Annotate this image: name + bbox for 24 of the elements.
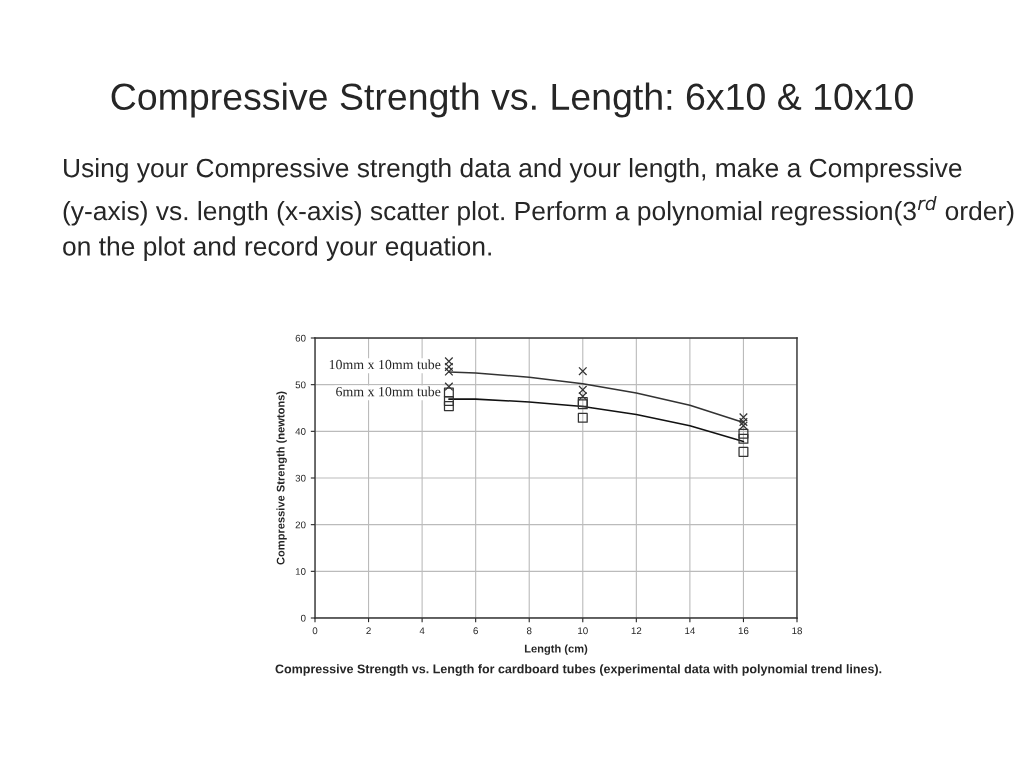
x-tick-label: 18 (792, 627, 802, 635)
y-tick-label: 40 (295, 428, 306, 435)
x-tick-label: 14 (685, 627, 696, 635)
x-axis-title: Length (cm) (524, 644, 588, 655)
x-tick-label: 0 (312, 627, 318, 635)
text: Using your Compressive strength data and your length, make a Compressive (y-axis) vs. length (x-axis) scatter plot. Perform a polynomial regression(3$^{rd}$ order) on the plot and record your equation. (63, 158, 1014, 261)
y-tick-label: 20 (295, 521, 306, 529)
y-tick-label: 0 (300, 614, 306, 622)
x-tick-label: 6 (473, 627, 478, 635)
x-tick-label: 4 (419, 627, 425, 635)
y-tick-label: 60 (295, 334, 306, 342)
x-tick-label: 16 (738, 627, 749, 635)
y-tick-label: 10 (295, 568, 306, 575)
text: Compressive Strength vs. Length for cardboard tubes (experimental data with polynomial trend lines). (275, 664, 882, 676)
x-tick-label: 10 (578, 627, 588, 635)
series-label: 6mm x 10mm tube (336, 386, 441, 397)
x-tick-label: 8 (526, 627, 532, 635)
y-tick-label: 50 (295, 381, 306, 389)
series-label: 10mm x 10mm tube (329, 359, 441, 370)
x-tick-label: 12 (631, 627, 642, 635)
y-axis-title: Compressive Strength (newtons) (276, 391, 287, 565)
chart-title: Compressive Strength vs. Length: 6x10 & 10x10 (111, 82, 913, 118)
x-tick-label: 2 (366, 627, 371, 635)
y-tick-label: 30 (295, 474, 306, 482)
